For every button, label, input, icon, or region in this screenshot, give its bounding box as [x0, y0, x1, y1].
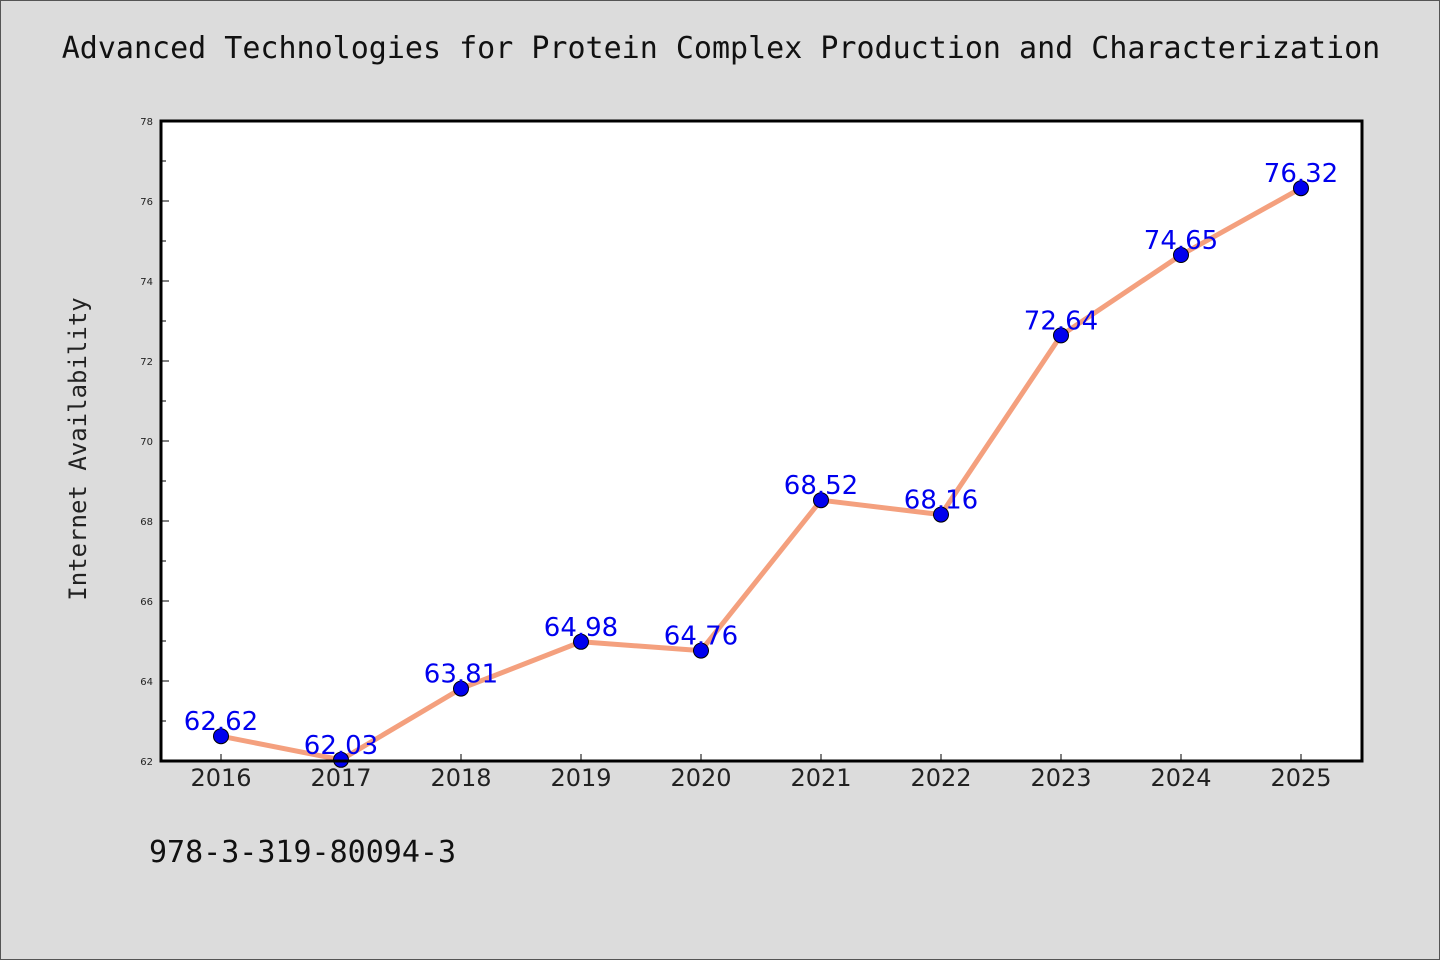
- plot-area: [161, 121, 1362, 761]
- data-label: 72.64: [1024, 306, 1098, 336]
- data-point: [693, 642, 709, 659]
- series-line: [218, 185, 1304, 763]
- y-tick-label: 74: [140, 277, 153, 288]
- data-point: [933, 506, 949, 523]
- x-tick-label: 2018: [430, 764, 491, 792]
- x-tick-label: 2019: [550, 764, 611, 792]
- data-point: [1293, 180, 1309, 197]
- y-tick-label: 78: [140, 117, 153, 128]
- data-label: 63.81: [424, 660, 498, 690]
- chart-title: Advanced Technologies for Protein Comple…: [61, 31, 1381, 66]
- y-tick-label: 62: [140, 757, 153, 768]
- data-point: [1053, 327, 1069, 344]
- x-axis: 2016 2017 2018 2019 2020 2021 2022 2023 2024 2025: [190, 754, 1332, 792]
- data-point: [1173, 247, 1189, 263]
- x-tick-label: 2020: [670, 764, 731, 792]
- x-tick-label: 2023: [1030, 764, 1091, 792]
- data-label: 74.65: [1144, 226, 1218, 256]
- data-labels: 62.62 62.03 63.81 64.98 64.76 68.52 68.16 72.64…: [184, 159, 1338, 761]
- y-axis-label: Internet Availability: [64, 297, 92, 600]
- x-tick-label: 2025: [1270, 764, 1331, 792]
- data-label: 62.03: [304, 731, 378, 761]
- data-points: [213, 180, 1309, 768]
- x-tick-label: 2021: [790, 764, 851, 792]
- y-tick-label: 70: [140, 437, 153, 448]
- data-point: [453, 680, 469, 697]
- y-tick-label: 76: [140, 197, 153, 208]
- data-label: 64.76: [664, 622, 738, 652]
- x-tick-label: 2024: [1150, 764, 1211, 792]
- data-point: [573, 633, 589, 650]
- data-point: [813, 492, 829, 509]
- data-label: 76.32: [1264, 159, 1338, 189]
- data-label: 68.52: [784, 471, 858, 501]
- x-tick-label: 2016: [190, 764, 251, 792]
- y-tick-label: 72: [140, 357, 153, 368]
- plot-frame: [159, 119, 1364, 763]
- x-tick-label: 2017: [310, 764, 371, 792]
- x-tick-label: 2022: [910, 764, 971, 792]
- isbn-text: 978-3-319-80094-3: [149, 835, 457, 870]
- y-tick-label: 68: [140, 517, 153, 528]
- data-label: 64.98: [544, 613, 618, 643]
- data-point: [213, 728, 229, 745]
- data-label: 68.16: [904, 486, 978, 516]
- y-tick-label: 66: [140, 597, 153, 608]
- data-label: 62.62: [184, 707, 258, 737]
- y-tick-label: 64: [140, 677, 153, 688]
